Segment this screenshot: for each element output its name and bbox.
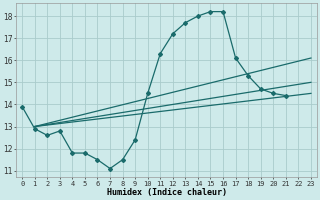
X-axis label: Humidex (Indice chaleur): Humidex (Indice chaleur): [107, 188, 227, 197]
